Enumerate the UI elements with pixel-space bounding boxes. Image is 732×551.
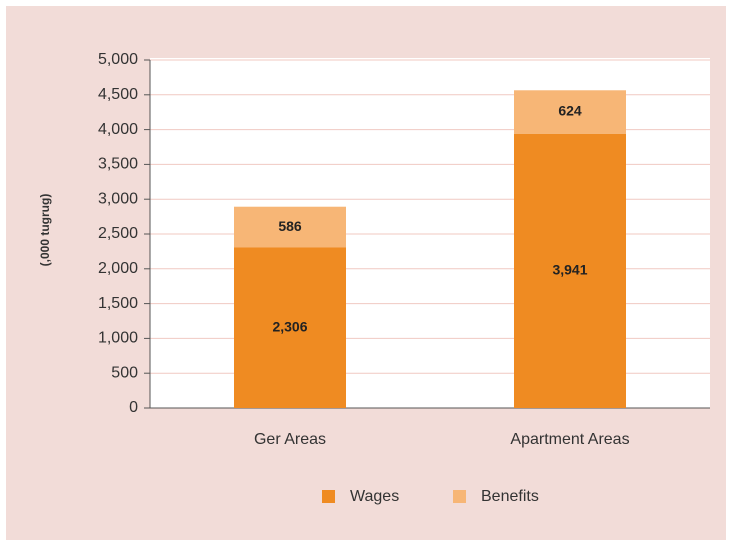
- y-tick-label: 0: [129, 399, 138, 416]
- data-label: 3,941: [552, 262, 587, 278]
- y-tick-label: 2,500: [98, 225, 138, 242]
- data-label: 624: [558, 103, 582, 119]
- y-tick-label: 1,500: [98, 295, 138, 312]
- legend-label: Wages: [350, 488, 399, 505]
- x-tick-label: Apartment Areas: [510, 431, 629, 448]
- y-tick-label: 1,000: [98, 330, 138, 347]
- bar-segment: [234, 247, 346, 408]
- y-tick-label: 500: [111, 364, 138, 381]
- bar-segment: [234, 206, 346, 248]
- data-label: 2,306: [272, 318, 307, 334]
- legend-swatch: [453, 490, 466, 503]
- x-tick-label: Ger Areas: [254, 431, 326, 448]
- y-tick-label: 5,000: [98, 51, 138, 68]
- y-tick-label: 3,500: [98, 156, 138, 173]
- data-label: 586: [278, 218, 302, 234]
- bar-segment: [514, 133, 626, 408]
- legend-label: Benefits: [481, 488, 539, 505]
- y-tick-label: 4,500: [98, 86, 138, 103]
- y-tick-label: 3,000: [98, 190, 138, 207]
- legend-swatch: [322, 490, 335, 503]
- y-tick-label: 2,000: [98, 260, 138, 277]
- y-tick-label: 4,000: [98, 121, 138, 138]
- y-axis-label: (,000 tugrug): [38, 194, 52, 267]
- bar-segment: [514, 90, 626, 134]
